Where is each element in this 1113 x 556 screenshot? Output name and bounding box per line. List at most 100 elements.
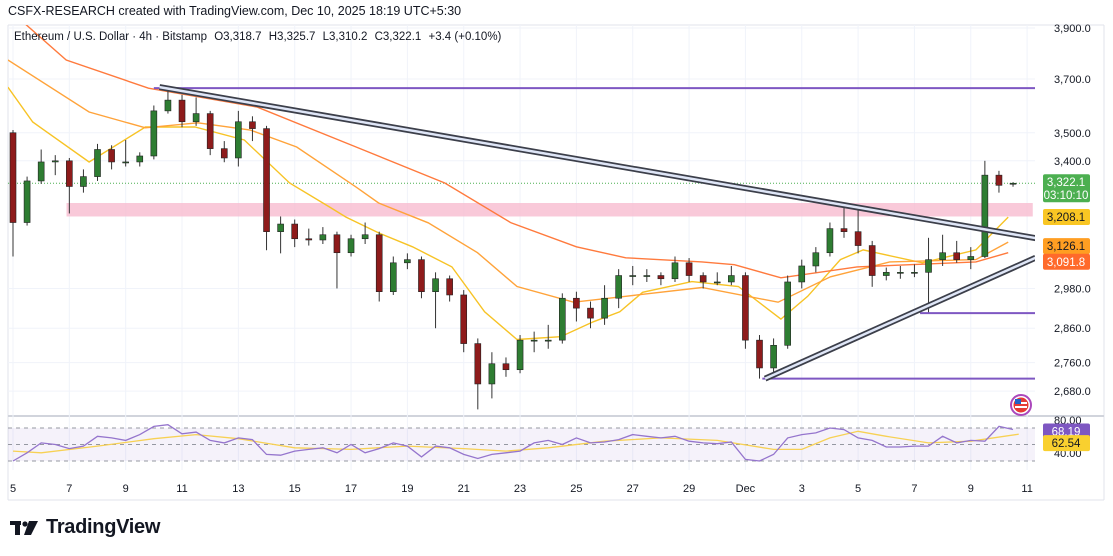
ascending-trendline-fill: [764, 256, 1035, 380]
price-axis-label: 3,500.0: [1054, 128, 1091, 140]
time-axis-label: 7: [911, 483, 917, 495]
candle-down: [305, 238, 313, 241]
candle-up: [347, 238, 355, 254]
candle-down: [66, 160, 73, 187]
candle-up: [235, 121, 242, 159]
candle-down: [685, 262, 693, 276]
candle-down: [291, 223, 299, 240]
price-axis-label: 2,760.0: [1054, 358, 1091, 370]
ma-slow-tag: [1043, 253, 1090, 270]
candle-up: [629, 275, 637, 277]
time-axis-label: 5: [10, 483, 16, 495]
ma-mid-line: [8, 59, 1009, 303]
ma-mid-tag-value: 3,126.1: [1047, 241, 1085, 253]
candle-down: [756, 339, 763, 369]
trendlines[interactable]: [153, 84, 1036, 382]
price-axis-label: 3,900.0: [1054, 23, 1091, 35]
candle-down: [742, 275, 749, 341]
candle-down: [263, 128, 270, 232]
candle-down: [446, 278, 453, 296]
candle-up: [784, 281, 791, 346]
candle-up: [671, 262, 679, 280]
candle-down: [474, 343, 482, 385]
time-axis-label: 21: [458, 483, 470, 495]
candle-up: [601, 297, 608, 319]
ma-fast-tag-value: 3,208.1: [1047, 212, 1085, 224]
candle-up: [826, 228, 834, 254]
candle-down: [108, 149, 115, 163]
descending-trendline-fill: [159, 85, 1035, 240]
candle-down: [953, 252, 960, 260]
candle-down: [868, 245, 876, 276]
candle-down: [699, 275, 707, 283]
candle-up: [812, 252, 820, 267]
candle-up: [643, 275, 651, 277]
time-axis-label: 19: [401, 483, 413, 495]
candle-up: [23, 180, 31, 223]
candle-up: [798, 265, 806, 283]
candle-up: [516, 339, 524, 371]
chart-credit: CSFX-RESEARCH created with TradingView.c…: [8, 4, 462, 18]
time-axis-label: 11: [1021, 483, 1032, 495]
price-axis-label: 2,680.0: [1054, 386, 1091, 398]
candle-up: [389, 262, 397, 292]
candle-up: [80, 176, 87, 187]
time-axis-label: 27: [627, 483, 639, 495]
candle-up: [559, 297, 566, 341]
supply-zone[interactable]: [66, 202, 1033, 217]
candle-down: [375, 234, 383, 292]
us-flag-event-icon[interactable]: [1010, 394, 1032, 416]
ma-fast-tag: [1043, 209, 1090, 226]
ohlc-open: O3,318.7: [214, 31, 262, 43]
candle-down: [206, 113, 214, 149]
symbol-title[interactable]: Ethereum / U.S. Dollar · 4h · Bitstamp: [14, 31, 208, 43]
candle-up: [319, 234, 327, 241]
candles: [9, 88, 1017, 410]
last-price-tag: [1043, 174, 1090, 203]
price-tags: 3,322.103:10:103,208.13,126.13,091.868.1…: [1043, 174, 1090, 452]
tradingview-logo-icon: [10, 520, 38, 535]
candle-up: [967, 256, 975, 260]
ohlc-high: H3,325.7: [268, 31, 316, 43]
candle-up: [925, 259, 932, 273]
ma-mid-tag: [1043, 238, 1090, 255]
candle-down: [657, 275, 665, 280]
candle-up: [939, 252, 946, 260]
candle-up: [713, 281, 721, 284]
candle-down: [249, 121, 256, 129]
time-axis-label: 9: [968, 483, 974, 495]
candle-up: [37, 161, 45, 182]
time-axis-label: 11: [176, 483, 187, 495]
candle-up: [770, 345, 777, 369]
rsi-signal-tag-value: 62.54: [1052, 438, 1081, 450]
tradingview-brand[interactable]: TradingView: [10, 516, 160, 539]
last-price-tag-countdown: 03:10:10: [1044, 190, 1089, 202]
ohlc-change: +3.4 (+0.10%): [428, 31, 502, 43]
candle-up: [728, 275, 735, 283]
time-axis[interactable]: 5 7 9 11 13 15 17 19 21 23 25 27 29 Dec 3 5 7 9 11: [10, 483, 1033, 495]
candle-down: [502, 363, 510, 371]
candle-down: [587, 307, 594, 319]
rsi-pane: [8, 424, 1035, 462]
candle-up: [432, 278, 439, 292]
candle-up: [361, 234, 369, 240]
brand-name: TradingView: [46, 516, 161, 538]
candle-up: [911, 272, 918, 274]
ma-slow-tag-value: 3,091.8: [1047, 257, 1085, 269]
ohlc-low: L3,310.2: [322, 31, 368, 43]
time-axis-label: 5: [855, 483, 861, 495]
time-axis-label: 3: [799, 483, 805, 495]
candle-up: [981, 174, 989, 257]
candle-up: [488, 363, 496, 385]
candle-up: [615, 275, 622, 299]
candle-up: [150, 110, 158, 157]
candle-down: [460, 294, 468, 344]
price-axis-label: 3,700.0: [1054, 74, 1091, 86]
time-axis-label: 17: [345, 483, 357, 495]
time-axis-label: 7: [66, 483, 72, 495]
drawings[interactable]: [8, 182, 1035, 217]
symbol-legend: Ethereum / U.S. Dollar · 4h · Bitstamp O…: [14, 31, 505, 43]
candle-up: [404, 259, 411, 264]
candle-down: [178, 99, 186, 123]
